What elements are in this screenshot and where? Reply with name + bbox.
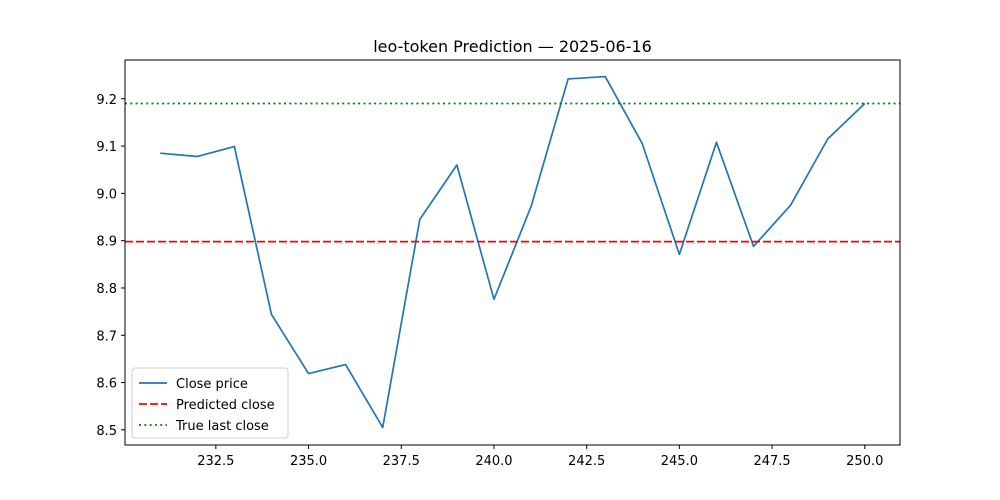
y-tick-label: 8.5 <box>96 424 117 439</box>
x-tick-label: 232.5 <box>197 454 234 469</box>
x-axis: 232.5 235.0 237.5 240.0 242.5 245.0 247.5 250.0 <box>197 445 883 469</box>
chart-title: leo-token Prediction — 2025-06-16 <box>373 37 652 56</box>
y-tick-label: 8.9 <box>96 235 117 250</box>
plot-area <box>125 75 900 429</box>
x-tick-label: 237.5 <box>383 454 420 469</box>
series-line-close-price <box>160 75 866 429</box>
legend-label: True last close <box>175 419 269 434</box>
axes-frame <box>124 59 901 446</box>
x-tick-label: 242.5 <box>568 454 605 469</box>
y-tick-label: 9.1 <box>96 140 117 155</box>
x-tick-label: 240.0 <box>475 454 512 469</box>
y-tick-label: 8.6 <box>96 377 117 392</box>
y-tick-label: 9.0 <box>96 187 117 202</box>
x-tick-label: 247.5 <box>753 454 790 469</box>
y-tick-label: 8.8 <box>96 282 117 297</box>
y-axis: 8.5 8.6 8.7 8.8 8.9 9.0 9.1 9.2 <box>96 93 125 439</box>
legend-label: Predicted close <box>176 398 275 413</box>
x-tick-label: 235.0 <box>290 454 327 469</box>
x-tick-label: 250.0 <box>846 454 883 469</box>
y-tick-label: 8.7 <box>96 329 117 344</box>
legend: Close price Predicted close True last clos… <box>131 367 289 439</box>
legend-box <box>131 367 289 439</box>
legend-label: Close price <box>176 377 248 392</box>
y-tick-label: 9.2 <box>96 93 117 108</box>
x-tick-label: 245.0 <box>661 454 698 469</box>
